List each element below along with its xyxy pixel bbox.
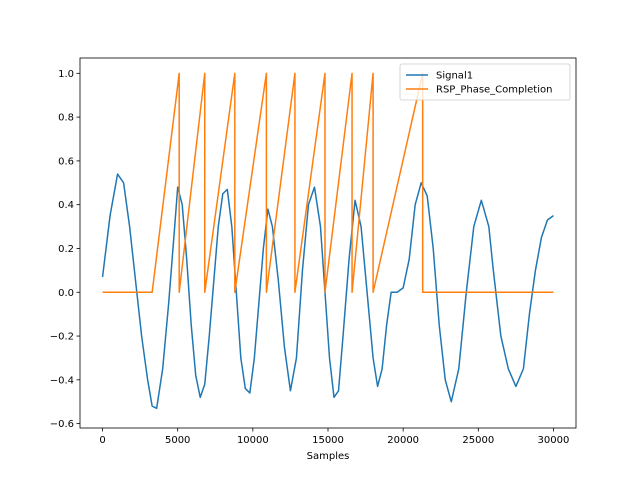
series-line-signal1 xyxy=(101,173,554,410)
y-tick-label: 0.4 xyxy=(58,200,74,211)
y-tick-label: −0.4 xyxy=(50,375,74,386)
y-tick-label: 0.0 xyxy=(58,288,74,299)
plot-lines xyxy=(101,72,554,410)
y-tick-label: 1.0 xyxy=(58,69,74,80)
x-tick-label: 0 xyxy=(99,435,105,446)
x-tick-label: 5000 xyxy=(165,435,190,446)
legend-entry: Signal1 xyxy=(436,71,473,82)
y-tick-label: 0.6 xyxy=(58,156,74,167)
legend-box xyxy=(399,63,571,101)
x-tick-label: 15000 xyxy=(312,435,344,446)
y-tick-label: 0.2 xyxy=(58,244,74,255)
y-axis: −0.6 −0.4 −0.2 0.0 0.2 0.4 0.6 0.8 1.0 xyxy=(50,69,80,430)
x-axis-label: Samples xyxy=(307,451,350,462)
x-axis: 0 5000 10000 15000 20000 25000 30000 xyxy=(99,428,569,446)
x-tick-label: 30000 xyxy=(538,435,570,446)
y-tick-label: −0.6 xyxy=(50,419,74,430)
legend: Signal1 RSP_Phase_Completion xyxy=(399,63,571,101)
legend-entry: RSP_Phase_Completion xyxy=(436,85,552,96)
x-tick-label: 20000 xyxy=(387,435,419,446)
x-tick-label: 25000 xyxy=(462,435,494,446)
y-tick-label: 0.8 xyxy=(58,113,74,124)
series-line-rsp-phase-completion xyxy=(102,72,554,294)
x-tick-label: 10000 xyxy=(237,435,269,446)
y-tick-label: −0.2 xyxy=(50,332,74,343)
